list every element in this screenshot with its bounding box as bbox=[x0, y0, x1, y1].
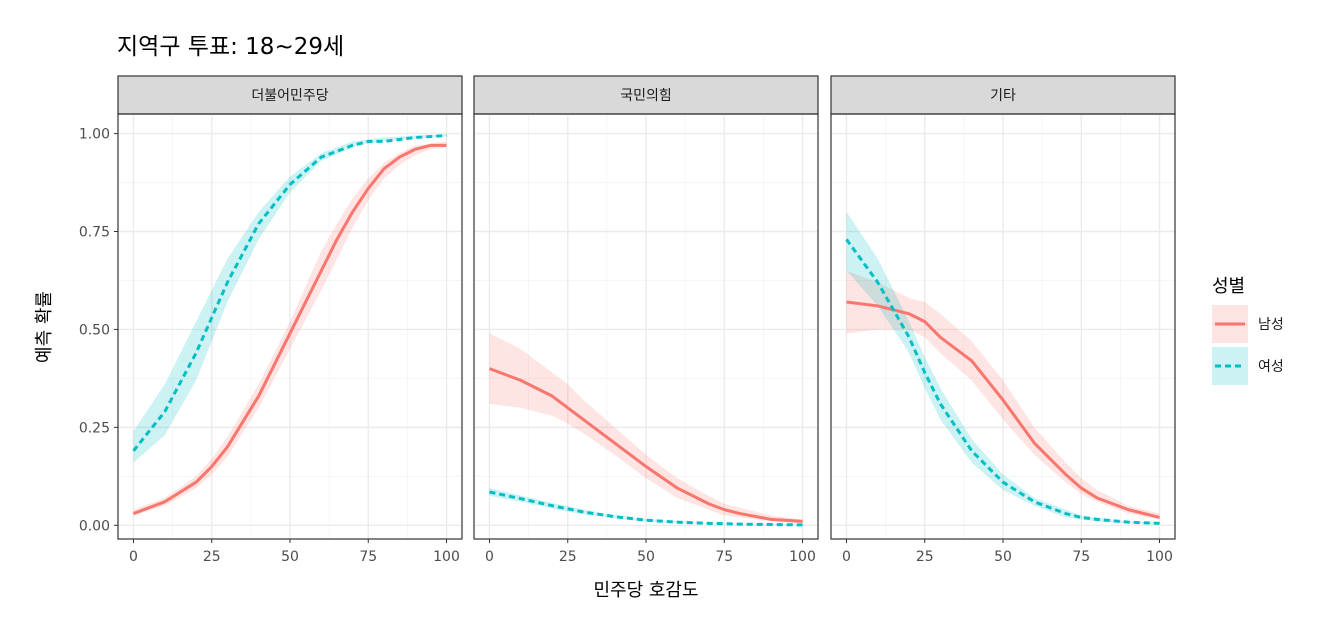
x-tick-label: 100 bbox=[1146, 549, 1173, 565]
x-tick-label: 0 bbox=[485, 549, 494, 565]
facet-panel: 국민의힘 0 25 50 75 100 bbox=[473, 75, 819, 565]
x-tick-label: 25 bbox=[203, 549, 221, 565]
x-tick-label: 100 bbox=[789, 549, 816, 565]
y-tick-label: 0.00 bbox=[79, 518, 110, 534]
confidence-band bbox=[133, 141, 447, 516]
facet-panels: 더불어민주당 0 25 50 75 100 0.00 0.25 0.50 0.75 1.00 국민의힘… bbox=[79, 75, 1176, 565]
legend-label: 남성 bbox=[1258, 317, 1284, 333]
x-tick-label: 25 bbox=[559, 549, 577, 565]
x-tick-label: 50 bbox=[281, 549, 299, 565]
x-tick-label: 75 bbox=[359, 549, 377, 565]
x-tick-label: 100 bbox=[433, 549, 460, 565]
facet-label: 더불어민주당 bbox=[251, 88, 328, 104]
y-axis-title: 예측 확률 bbox=[34, 291, 55, 363]
y-tick-label: 0.25 bbox=[79, 420, 110, 436]
confidence-band bbox=[133, 134, 447, 463]
y-tick-label: 0.50 bbox=[79, 322, 110, 338]
facet-panel: 기타 0 25 50 75 100 bbox=[830, 75, 1176, 565]
facet-panel: 더불어민주당 0 25 50 75 100 0.00 0.25 0.50 0.75 1.00 bbox=[79, 75, 463, 565]
series-line bbox=[132, 143, 447, 515]
facet-strip bbox=[473, 75, 819, 115]
series-line bbox=[846, 300, 1160, 519]
series-line bbox=[489, 490, 803, 527]
confidence-band bbox=[846, 270, 1160, 520]
x-axis-title: 민주당 호감도 bbox=[593, 580, 698, 601]
chart-title: 지역구 투표: 18~29세 bbox=[117, 34, 344, 60]
facet-strip bbox=[117, 75, 463, 115]
x-tick-label: 50 bbox=[637, 549, 655, 565]
x-tick-label: 75 bbox=[1072, 549, 1090, 565]
series-line bbox=[132, 134, 447, 452]
series-line bbox=[845, 238, 1160, 525]
x-tick-label: 25 bbox=[916, 549, 934, 565]
x-tick-label: 50 bbox=[994, 549, 1012, 565]
facet-label: 국민의힘 bbox=[620, 88, 672, 104]
x-tick-label: 75 bbox=[715, 549, 733, 565]
x-tick-label: 0 bbox=[842, 549, 851, 565]
legend-label: 여성 bbox=[1258, 359, 1284, 375]
series-line bbox=[488, 367, 803, 523]
legend-title: 성별 bbox=[1212, 276, 1245, 297]
y-tick-label: 1.00 bbox=[79, 127, 110, 143]
confidence-band bbox=[489, 333, 803, 524]
facet-label: 기타 bbox=[990, 88, 1016, 104]
x-tick-label: 0 bbox=[129, 549, 138, 565]
y-tick-label: 0.75 bbox=[79, 225, 110, 241]
facet-strip bbox=[830, 75, 1176, 115]
